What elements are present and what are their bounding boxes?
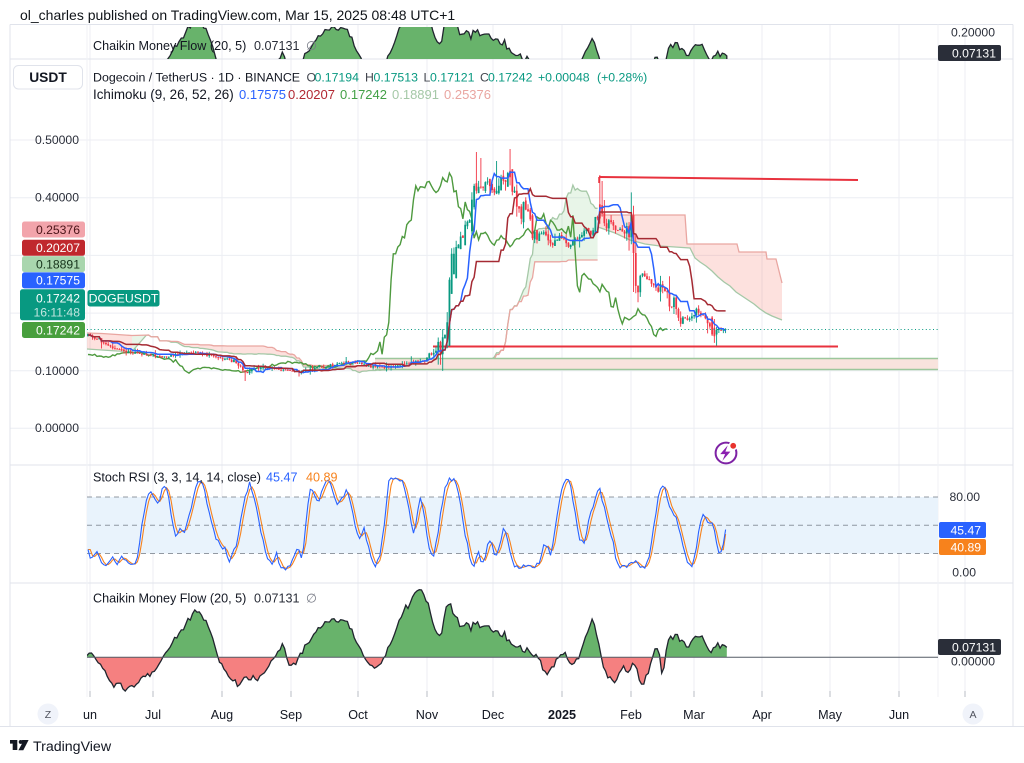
svg-text:L: L	[424, 71, 431, 85]
svg-text:Feb: Feb	[620, 708, 642, 722]
svg-text:Oct: Oct	[348, 708, 368, 722]
svg-text:∅: ∅	[306, 592, 317, 606]
svg-text:Jul: Jul	[145, 708, 161, 722]
svg-text:Ichimoku (9, 26, 52, 26): Ichimoku (9, 26, 52, 26)	[93, 87, 234, 102]
svg-text:Aug: Aug	[211, 708, 233, 722]
svg-text:0.17242: 0.17242	[340, 87, 387, 102]
svg-text:0.20000: 0.20000	[951, 26, 995, 40]
svg-text:0.17194: 0.17194	[315, 71, 360, 85]
svg-text:45.47: 45.47	[951, 523, 982, 537]
svg-text:0.25376: 0.25376	[444, 87, 491, 102]
svg-text:0.00: 0.00	[952, 566, 976, 580]
svg-text:0.17513: 0.17513	[374, 71, 419, 85]
svg-text:Chaikin Money Flow (20, 5): Chaikin Money Flow (20, 5)	[93, 39, 246, 53]
svg-text:Apr: Apr	[752, 708, 772, 722]
svg-text:0.07131: 0.07131	[254, 592, 300, 606]
svg-text:Z: Z	[45, 709, 52, 721]
svg-text:0.07131: 0.07131	[254, 39, 300, 53]
svg-text:0.18891: 0.18891	[392, 87, 439, 102]
svg-text:ol_charles published on Tradin: ol_charles published on TradingView.com,…	[20, 7, 455, 23]
svg-text:0.00000: 0.00000	[35, 421, 79, 435]
svg-text:Stoch RSI (3, 3, 14, 14, close: Stoch RSI (3, 3, 14, 14, close)	[93, 471, 261, 485]
svg-text:Jun: Jun	[889, 708, 909, 722]
svg-text:0.17575: 0.17575	[36, 274, 80, 288]
svg-text:C: C	[480, 71, 489, 85]
svg-text:USDT: USDT	[29, 70, 67, 85]
svg-text:Sep: Sep	[280, 708, 302, 722]
svg-text:0.17242: 0.17242	[36, 323, 80, 337]
svg-text:un: un	[83, 708, 97, 722]
svg-text:(+0.28%): (+0.28%)	[597, 71, 647, 85]
svg-text:40.89: 40.89	[951, 540, 982, 554]
svg-text:0.17242: 0.17242	[36, 292, 80, 306]
svg-text:0.50000: 0.50000	[35, 133, 79, 147]
svg-text:Dogecoin / TetherUS · 1D · BIN: Dogecoin / TetherUS · 1D · BINANCE	[93, 71, 300, 85]
svg-text:A: A	[969, 709, 976, 721]
svg-text:May: May	[818, 708, 842, 722]
svg-text:Mar: Mar	[683, 708, 705, 722]
svg-text:0.17242: 0.17242	[488, 71, 533, 85]
svg-text:16:11:48: 16:11:48	[33, 306, 80, 320]
svg-text:0.10000: 0.10000	[35, 364, 79, 378]
svg-text:80.00: 80.00	[950, 490, 981, 504]
svg-text:0.25376: 0.25376	[36, 223, 80, 237]
svg-text:0.17575: 0.17575	[239, 87, 286, 102]
svg-text:TradingView: TradingView	[33, 739, 112, 755]
svg-text:O: O	[307, 71, 317, 85]
svg-text:0.07131: 0.07131	[952, 46, 996, 60]
svg-text:0.00000: 0.00000	[951, 655, 995, 669]
svg-text:0.17121: 0.17121	[430, 71, 475, 85]
svg-text:45.47: 45.47	[266, 471, 298, 485]
svg-text:Dec: Dec	[482, 708, 504, 722]
svg-text:2025: 2025	[548, 708, 576, 722]
svg-text:0.20207: 0.20207	[288, 87, 335, 102]
svg-text:40.89: 40.89	[306, 471, 338, 485]
svg-text:+0.00048: +0.00048	[538, 71, 590, 85]
svg-text:0.18891: 0.18891	[36, 257, 80, 271]
svg-text:0.07131: 0.07131	[952, 640, 996, 654]
svg-text:0.40000: 0.40000	[35, 191, 79, 205]
svg-text:∅: ∅	[306, 39, 317, 53]
svg-text:Chaikin Money Flow (20, 5): Chaikin Money Flow (20, 5)	[93, 592, 246, 606]
svg-text:H: H	[365, 71, 374, 85]
svg-text:Nov: Nov	[416, 708, 439, 722]
svg-text:0.20207: 0.20207	[36, 241, 80, 255]
svg-text:DOGEUSDT: DOGEUSDT	[89, 291, 159, 305]
